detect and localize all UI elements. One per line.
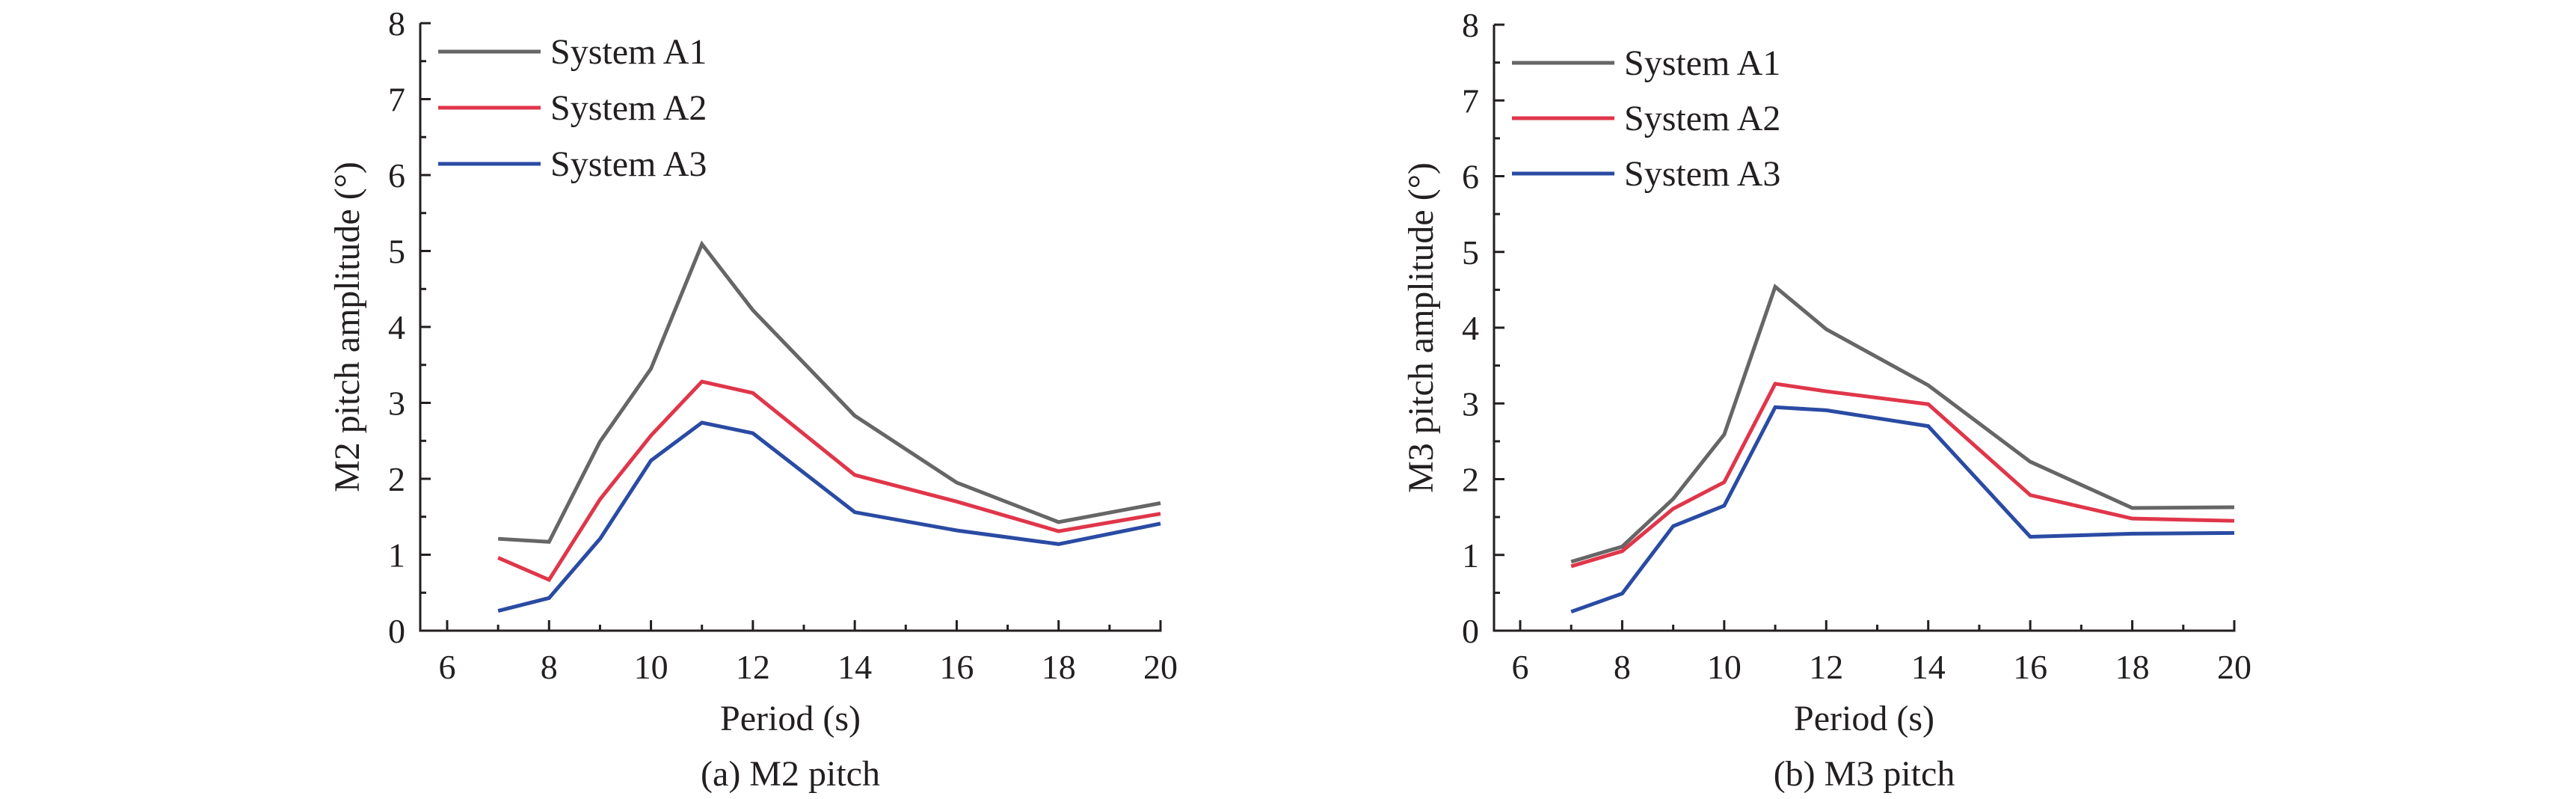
legend-label: System A2 xyxy=(1624,99,1780,138)
series-line-system-a2 xyxy=(1570,382,2235,569)
y-tick-label: 0 xyxy=(388,612,405,650)
y-axis-title: M2 pitch amplitude (°) xyxy=(328,162,367,492)
y-tick-label: 5 xyxy=(388,233,405,271)
legend: System A1 System A2 System A3 xyxy=(438,32,707,184)
x-tick-label: 14 xyxy=(1911,648,1946,686)
legend-label: System A2 xyxy=(550,88,707,128)
y-tick-label: 5 xyxy=(1462,233,1479,272)
x-tick-label: 12 xyxy=(1809,648,1843,686)
y-tick-label: 1 xyxy=(1462,536,1479,575)
x-axis-title: Period (s) xyxy=(1794,699,1934,738)
x-tick-label: 12 xyxy=(736,648,770,686)
y-tick-label: 3 xyxy=(388,385,405,423)
x-tick-label: 16 xyxy=(939,648,974,686)
y-tick-label: 2 xyxy=(388,460,405,498)
legend: System A1 System A2 System A3 xyxy=(1512,43,1780,194)
x-tick-label: 8 xyxy=(1614,648,1631,686)
y-tick-label: 7 xyxy=(388,81,405,119)
legend-label: System A1 xyxy=(1624,43,1780,83)
chart-caption: (a) M2 pitch xyxy=(701,754,880,794)
x-tick-label: 6 xyxy=(439,648,456,686)
series-line-system-a3 xyxy=(497,420,1161,613)
series-line-system-a2 xyxy=(497,379,1161,583)
chart-caption: (b) M3 pitch xyxy=(1774,754,1955,794)
x-tick-label: 6 xyxy=(1512,648,1529,686)
y-tick-label: 8 xyxy=(1462,6,1479,44)
x-tick-label: 8 xyxy=(541,648,558,686)
x-tick-label: 16 xyxy=(2013,648,2047,686)
y-tick-label: 0 xyxy=(1462,612,1479,650)
y-tick-label: 8 xyxy=(388,4,405,43)
y-tick-label: 6 xyxy=(388,156,405,195)
x-tick-label: 20 xyxy=(1143,648,1178,686)
y-tick-label: 6 xyxy=(1462,158,1479,196)
series-line-system-a1 xyxy=(1570,284,2235,564)
legend-label: System A3 xyxy=(1624,154,1780,194)
x-tick-label: 18 xyxy=(2115,648,2150,686)
x-tick-label: 14 xyxy=(837,648,872,686)
y-tick-label: 2 xyxy=(1462,461,1479,499)
x-tick-label: 20 xyxy=(2217,648,2251,686)
series-line-system-a1 xyxy=(497,240,1161,544)
y-tick-label: 1 xyxy=(388,536,405,575)
y-tick-label: 4 xyxy=(388,308,405,346)
x-axis-title: Period (s) xyxy=(720,699,861,738)
y-tick-label: 3 xyxy=(1462,385,1479,423)
y-tick-label: 7 xyxy=(1462,82,1479,120)
legend-label: System A3 xyxy=(550,144,707,184)
y-axis-title: M3 pitch amplitude (°) xyxy=(1401,162,1441,493)
series-line-system-a3 xyxy=(1570,405,2235,614)
y-tick-label: 4 xyxy=(1462,309,1479,347)
x-tick-label: 18 xyxy=(1042,648,1076,686)
legend-label: System A1 xyxy=(550,32,707,72)
x-tick-label: 10 xyxy=(1707,648,1742,686)
x-tick-label: 10 xyxy=(634,648,668,686)
